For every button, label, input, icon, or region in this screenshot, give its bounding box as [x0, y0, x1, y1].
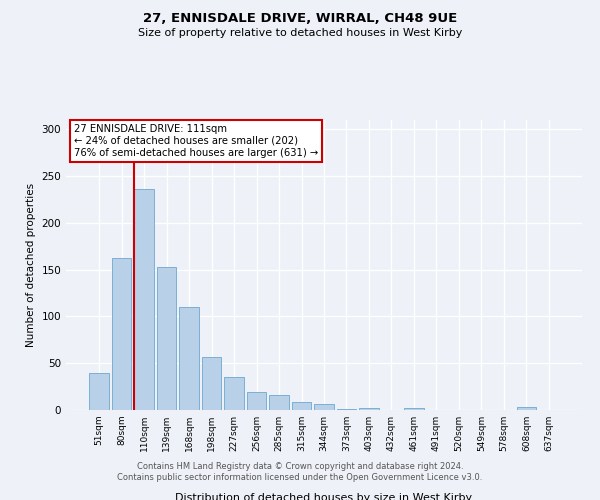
X-axis label: Distribution of detached houses by size in West Kirby: Distribution of detached houses by size …	[175, 493, 473, 500]
Bar	[179, 307, 199, 410]
Bar	[337, 409, 356, 410]
Bar	[314, 404, 334, 410]
Text: Size of property relative to detached houses in West Kirby: Size of property relative to detached ho…	[138, 28, 462, 38]
Bar	[202, 356, 221, 410]
Text: 27 ENNISDALE DRIVE: 111sqm
← 24% of detached houses are smaller (202)
76% of sem: 27 ENNISDALE DRIVE: 111sqm ← 24% of deta…	[74, 124, 318, 158]
Text: Contains HM Land Registry data © Crown copyright and database right 2024.
Contai: Contains HM Land Registry data © Crown c…	[118, 462, 482, 482]
Bar	[224, 378, 244, 410]
Bar	[89, 372, 109, 410]
Bar	[269, 395, 289, 410]
Bar	[404, 408, 424, 410]
Bar	[247, 392, 266, 410]
Y-axis label: Number of detached properties: Number of detached properties	[26, 183, 36, 347]
Text: 27, ENNISDALE DRIVE, WIRRAL, CH48 9UE: 27, ENNISDALE DRIVE, WIRRAL, CH48 9UE	[143, 12, 457, 26]
Bar	[157, 267, 176, 410]
Bar	[517, 407, 536, 410]
Bar	[112, 258, 131, 410]
Bar	[134, 189, 154, 410]
Bar	[359, 408, 379, 410]
Bar	[292, 402, 311, 410]
